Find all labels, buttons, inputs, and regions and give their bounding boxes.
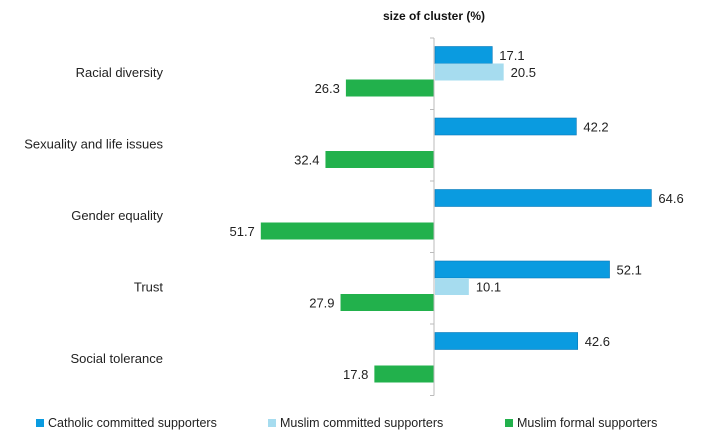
bar-catholic-committed-supporters-racial-diversity <box>434 46 493 64</box>
value-label-catholic-committed-supporters-sexuality-and-life-issues: 42.2 <box>583 120 608 135</box>
bar-catholic-committed-supporters-gender-equality <box>434 189 652 207</box>
value-label-catholic-committed-supporters-social-tolerance: 42.6 <box>585 334 610 349</box>
value-label-muslim-formal-supporters-sexuality-and-life-issues: 32.4 <box>294 153 319 168</box>
value-label-catholic-committed-supporters-gender-equality: 64.6 <box>658 191 683 206</box>
category-label-racial-diversity: Racial diversity <box>76 65 164 80</box>
value-label-catholic-committed-supporters-racial-diversity: 17.1 <box>499 48 524 63</box>
legend: Catholic committed supporters Muslim comm… <box>36 416 657 430</box>
value-label-muslim-formal-supporters-trust: 27.9 <box>309 296 334 311</box>
bar-muslim-formal-supporters-gender-equality <box>260 222 434 240</box>
chart-title: size of cluster (%) <box>383 9 485 23</box>
legend-swatch-muslim-formal-supporters <box>505 419 513 427</box>
value-labels-group: 17.1 20.5 26.3 42.2 32.4 64.6 51.7 52.1 10.1 27.9… <box>229 48 683 382</box>
legend-swatch-catholic-committed-supporters <box>36 419 44 427</box>
category-label-trust: Trust <box>134 280 164 295</box>
bars-group <box>260 46 652 383</box>
bar-catholic-committed-supporters-sexuality-and-life-issues <box>434 117 577 136</box>
bar-muslim-committed-supporters-trust <box>435 278 469 295</box>
value-label-muslim-formal-supporters-gender-equality: 51.7 <box>229 224 254 239</box>
bar-muslim-formal-supporters-trust <box>340 294 434 311</box>
legend-label-muslim-committed-supporters: Muslim committed supporters <box>280 416 443 430</box>
bar-catholic-committed-supporters-trust <box>434 260 610 279</box>
bar-muslim-committed-supporters-racial-diversity <box>435 63 504 81</box>
legend-swatch-muslim-committed-supporters <box>268 419 276 427</box>
value-label-muslim-formal-supporters-social-tolerance: 17.8 <box>343 367 368 382</box>
value-label-muslim-formal-supporters-racial-diversity: 26.3 <box>315 81 340 96</box>
bar-muslim-formal-supporters-sexuality-and-life-issues <box>325 151 434 168</box>
bar-catholic-committed-supporters-social-tolerance <box>434 332 579 350</box>
legend-label-muslim-formal-supporters: Muslim formal supporters <box>517 416 657 430</box>
value-label-muslim-committed-supporters-racial-diversity: 20.5 <box>511 65 536 80</box>
value-label-catholic-committed-supporters-trust: 52.1 <box>617 263 642 278</box>
axis-ticks-group <box>430 37 434 396</box>
bar-muslim-formal-supporters-racial-diversity <box>345 79 434 97</box>
category-labels-group: Racial diversity Sexuality and life issue… <box>24 65 163 366</box>
bar-muslim-formal-supporters-social-tolerance <box>374 365 434 383</box>
legend-label-catholic-committed-supporters: Catholic committed supporters <box>48 416 217 430</box>
category-label-social-tolerance: Social tolerance <box>71 351 164 366</box>
category-label-sexuality-and-life-issues: Sexuality and life issues <box>24 137 163 152</box>
value-label-muslim-committed-supporters-trust: 10.1 <box>476 280 501 295</box>
category-label-gender-equality: Gender equality <box>71 208 163 223</box>
